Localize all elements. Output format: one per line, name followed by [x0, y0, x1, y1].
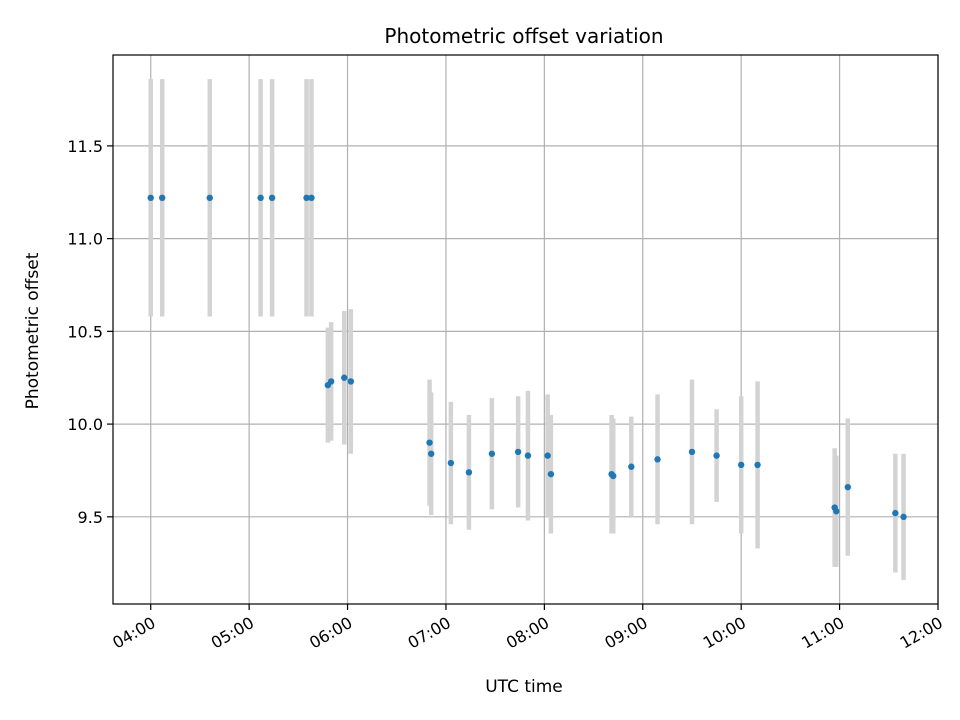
data-point — [427, 450, 435, 457]
data-point — [159, 194, 166, 202]
data-point — [524, 452, 532, 459]
data-point — [447, 459, 455, 467]
y-tick-label: 11.5 — [67, 137, 103, 156]
data-point — [257, 194, 264, 202]
data-point — [544, 452, 551, 459]
data-point — [628, 463, 635, 470]
data-point — [514, 448, 522, 456]
x-axis-label: UTC time — [485, 677, 563, 697]
y-tick-label: 10.0 — [67, 415, 103, 434]
y-axis-ticks: 9.5 10.0 10.5 11.0 11.5 — [67, 137, 113, 527]
data-point — [488, 450, 496, 457]
grid-lines — [113, 55, 939, 604]
chart-title: Photometric offset variation — [384, 24, 663, 48]
data-point — [892, 509, 899, 517]
data-point — [844, 483, 851, 491]
data-point — [268, 194, 276, 202]
data-point — [303, 194, 310, 202]
data-point — [900, 513, 907, 521]
data-point — [713, 452, 720, 459]
data-point — [688, 448, 696, 456]
data-point — [341, 374, 348, 381]
y-tick-label: 9.5 — [78, 508, 103, 527]
data-point — [833, 508, 840, 515]
data-point — [147, 194, 154, 202]
data-point — [347, 378, 355, 385]
data-point — [737, 461, 745, 469]
data-point — [426, 439, 433, 446]
data-point — [610, 472, 617, 480]
plot-frame — [112, 54, 939, 605]
data-point — [308, 194, 315, 202]
data-point — [206, 194, 213, 202]
y-tick-label: 10.5 — [67, 322, 103, 341]
y-axis-label: Photometric offset — [23, 252, 43, 409]
data-points — [147, 194, 907, 521]
y-tick-label: 11.0 — [67, 230, 103, 249]
data-point — [327, 378, 335, 385]
data-point — [547, 470, 555, 478]
data-point — [754, 461, 761, 469]
data-point — [654, 456, 661, 463]
data-point — [465, 469, 473, 476]
